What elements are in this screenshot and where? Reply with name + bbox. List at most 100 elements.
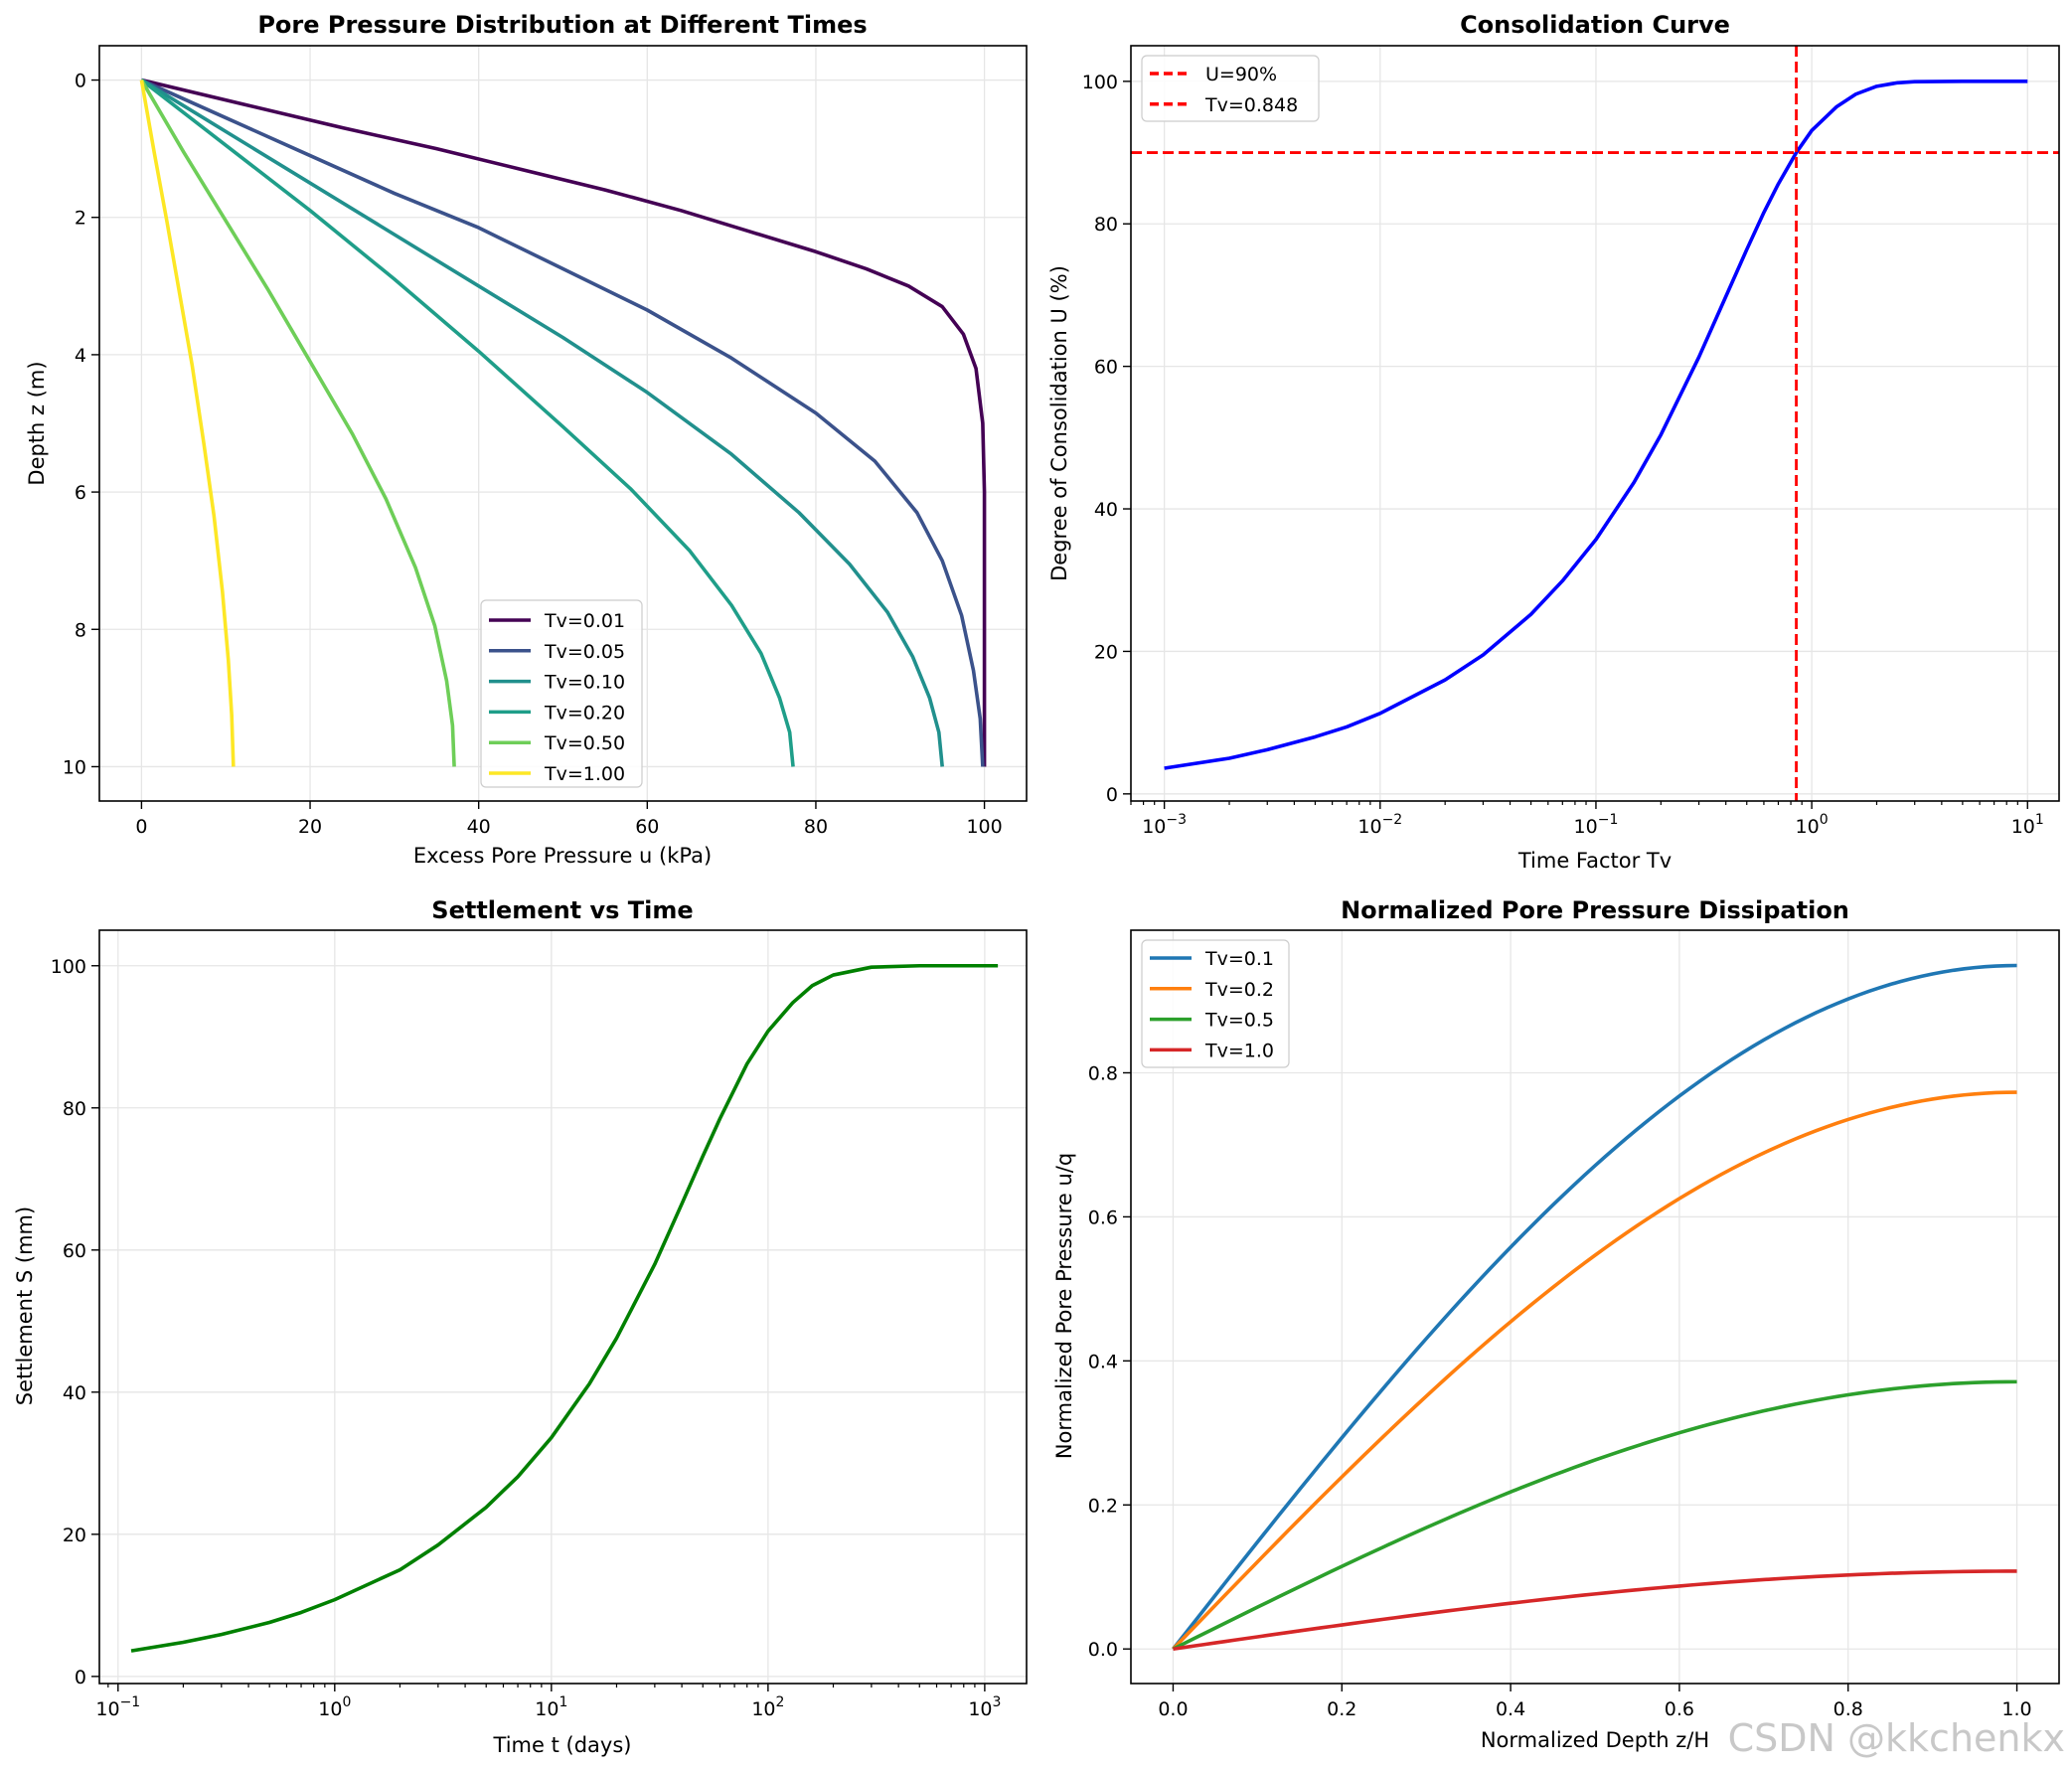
series-line-Tv=0.1 <box>1172 963 2017 1651</box>
legend-label: Tv=0.20 <box>544 702 625 724</box>
y-tick-label: 0 <box>75 1667 86 1689</box>
legend-label: Tv=0.01 <box>544 610 625 632</box>
series-line-Tv=0.2 <box>1172 1090 2017 1651</box>
series-lines-pore <box>139 78 987 767</box>
ticks-settlement: 10−1 100 101 102 103 0 20 40 60 80 100 <box>51 956 1002 1720</box>
legend-box-pore <box>480 599 643 788</box>
legend-item: Tv=0.10 <box>489 672 625 694</box>
y-tick-label: 8 <box>75 619 86 641</box>
legend-item: Tv=1.0 <box>1150 1040 1274 1061</box>
x-axis-label-normalized: Normalized Depth z/H <box>1481 1728 1709 1752</box>
x-tick-label: 0.2 <box>1327 1698 1356 1720</box>
legend-item: Tv=0.2 <box>1150 979 1274 1001</box>
legend-item: Tv=1.00 <box>489 763 625 785</box>
panel-normalized-dissipation: 0.0 0.2 0.4 0.6 0.8 1.0 0.0 0.2 0.4 0.6 0.8 Normal… <box>1052 896 2060 1752</box>
legend-label: Tv=1.0 <box>1204 1040 1274 1061</box>
chart-title-normalized: Normalized Pore Pressure Dissipation <box>1341 896 1849 924</box>
y-tick-label: 100 <box>51 956 86 978</box>
series-line-Tv=0.20 <box>140 79 795 767</box>
legend-label: Tv=0.1 <box>1204 948 1274 970</box>
legend-label: Tv=0.50 <box>544 732 625 754</box>
y-tick-label: 40 <box>63 1382 86 1404</box>
x-tick-label: 102 <box>751 1694 784 1720</box>
x-tick-label: 0.6 <box>1665 1698 1694 1720</box>
y-tick-label: 80 <box>63 1098 86 1120</box>
y-tick-label: 60 <box>63 1240 86 1262</box>
x-tick-label: 80 <box>804 816 828 838</box>
y-tick-label: 20 <box>63 1525 86 1546</box>
y-axis-label-normalized: Normalized Pore Pressure u/q <box>1052 1153 1076 1459</box>
y-tick-label: 6 <box>75 482 86 504</box>
x-tick-label: 0.4 <box>1496 1698 1525 1720</box>
x-tick-label: 100 <box>318 1694 351 1720</box>
series-line-consolidation <box>1164 80 2028 770</box>
y-tick-label: 0.2 <box>1088 1495 1118 1517</box>
axes-frame-pore <box>98 45 1028 802</box>
x-axis-label-settlement: Time t (days) <box>493 1733 632 1757</box>
panel-settlement: 10−1 100 101 102 103 0 20 40 60 80 100 Settlement … <box>13 896 1028 1757</box>
series-lines-normalized <box>1172 963 2017 1652</box>
legend-consolidation: U=90% Tv=0.848 <box>1141 55 1320 122</box>
y-tick-label: 40 <box>1094 499 1118 521</box>
y-tick-label: 20 <box>1094 641 1118 663</box>
legend-item: Tv=0.1 <box>1150 948 1274 970</box>
x-axis-label-consolidation: Time Factor Tv <box>1517 849 1672 873</box>
ticks-normalized: 0.0 0.2 0.4 0.6 0.8 1.0 0.0 0.2 0.4 0.6 0.8 <box>1088 1062 2032 1720</box>
y-tick-label: 0.8 <box>1088 1062 1118 1084</box>
ticks-pore: 0 20 40 60 80 100 0 2 4 6 8 10 <box>63 71 1003 838</box>
series-line-Tv=1.0 <box>1173 1569 2017 1652</box>
legend-box-normalized <box>1141 939 1290 1068</box>
x-tick-label: 40 <box>467 816 491 838</box>
x-tick-label: 0.0 <box>1158 1698 1188 1720</box>
x-tick-label: 100 <box>1796 812 1829 838</box>
panel-consolidation-curve: 10−3 10−2 10−1 100 101 0 20 40 60 80 100 Consolida… <box>1047 11 2060 873</box>
y-tick-label: 0.0 <box>1088 1639 1118 1661</box>
series-lines-settlement <box>130 963 999 1653</box>
x-tick-label: 20 <box>298 816 322 838</box>
legend-label: Tv=0.848 <box>1204 94 1298 116</box>
legend-normalized: Tv=0.1 Tv=0.2 Tv=0.5 Tv=1.0 <box>1141 939 1290 1068</box>
axes-frame-settlement <box>98 929 1028 1685</box>
y-tick-label: 100 <box>1082 72 1118 93</box>
x-tick-label: 60 <box>635 816 659 838</box>
grid-consolidation <box>1131 46 2059 801</box>
y-tick-label: 60 <box>1094 357 1118 379</box>
axes-frame-consolidation <box>1130 45 2060 802</box>
legend-item: Tv=0.5 <box>1150 1010 1274 1032</box>
x-tick-label: 10−2 <box>1357 812 1402 838</box>
chart-title-consolidation: Consolidation Curve <box>1460 11 1730 39</box>
legend-item: Tv=0.05 <box>489 641 625 663</box>
y-axis-label-consolidation: Degree of Consolidation U (%) <box>1047 265 1071 581</box>
x-tick-label: 10−1 <box>1574 812 1619 838</box>
series-line-settlement <box>130 963 999 1653</box>
y-axis-label-settlement: Settlement S (mm) <box>13 1206 37 1405</box>
y-tick-label: 0.4 <box>1088 1351 1118 1372</box>
plot-area-settlement <box>99 930 1027 1684</box>
series-line-Tv=0.5 <box>1172 1379 2017 1651</box>
y-tick-label: 4 <box>75 345 86 367</box>
x-tick-label: 0.8 <box>1833 1698 1863 1720</box>
watermark: CSDN @kkchenkx <box>1728 1716 2065 1760</box>
legend-item: U=90% <box>1150 64 1277 85</box>
series-lines-consolidation <box>1131 46 2059 801</box>
series-line-Tv=0.50 <box>139 79 456 767</box>
ticks-consolidation: 10−3 10−2 10−1 100 101 0 20 40 60 80 100 <box>1082 72 2044 838</box>
y-tick-label: 0.6 <box>1088 1206 1118 1228</box>
x-tick-label: 103 <box>968 1694 1001 1720</box>
y-tick-label: 0 <box>75 71 86 92</box>
legend-label: U=90% <box>1205 64 1277 85</box>
legend-item: Tv=0.50 <box>489 732 625 754</box>
legend-item: Tv=0.848 <box>1150 94 1298 116</box>
legend-pore: Tv=0.01 Tv=0.05 Tv=0.10 Tv=0.20 Tv=0.50 Tv=1.… <box>480 599 643 788</box>
x-tick-label: 10−1 <box>95 1694 140 1720</box>
grid-normalized <box>1131 930 2059 1684</box>
y-tick-label: 10 <box>63 756 86 778</box>
legend-entries-pore: Tv=0.01 Tv=0.05 Tv=0.10 Tv=0.20 Tv=0.50 Tv=1.… <box>489 610 625 785</box>
x-tick-label: 101 <box>2011 812 2044 838</box>
x-tick-label: 101 <box>535 1694 567 1720</box>
legend-item: Tv=0.20 <box>489 702 625 724</box>
series-line-Tv=0.05 <box>140 78 985 767</box>
chart-title-pore: Pore Pressure Distribution at Different … <box>257 11 867 39</box>
y-tick-label: 80 <box>1094 214 1118 236</box>
